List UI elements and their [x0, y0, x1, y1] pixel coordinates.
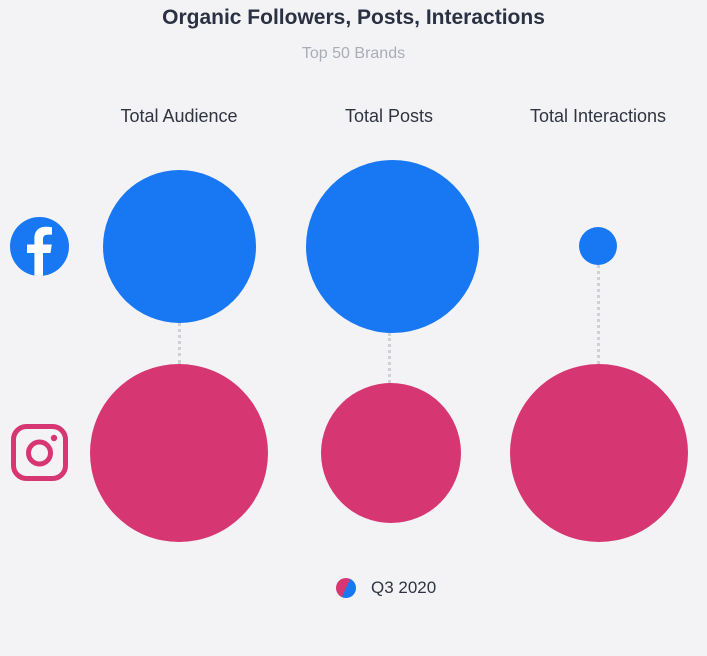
bubble-facebook-interactions[interactable] [579, 227, 617, 265]
bubble-facebook-audience[interactable] [103, 170, 256, 323]
connector-interactions [597, 265, 600, 364]
facebook-icon [10, 217, 69, 276]
bubble-instagram-audience[interactable] [90, 364, 268, 542]
chart-subtitle: Top 50 Brands [301, 45, 406, 62]
connector-audience [178, 322, 181, 364]
legend-label: Q3 2020 [371, 578, 437, 597]
connector-posts [388, 333, 391, 383]
chart-title: Organic Followers, Posts, Interactions [162, 6, 545, 29]
column-label-total-audience: Total Audience [120, 106, 238, 126]
bubble-facebook-posts[interactable] [306, 160, 479, 333]
bubble-instagram-posts[interactable] [321, 383, 461, 523]
legend: Q3 2020 [336, 578, 436, 598]
column-label-total-posts: Total Posts [344, 106, 434, 126]
column-label-total-interactions: Total Interactions [529, 106, 667, 126]
bubble-instagram-interactions[interactable] [510, 364, 688, 542]
instagram-icon [11, 424, 68, 481]
legend-swatch-icon [336, 578, 356, 598]
